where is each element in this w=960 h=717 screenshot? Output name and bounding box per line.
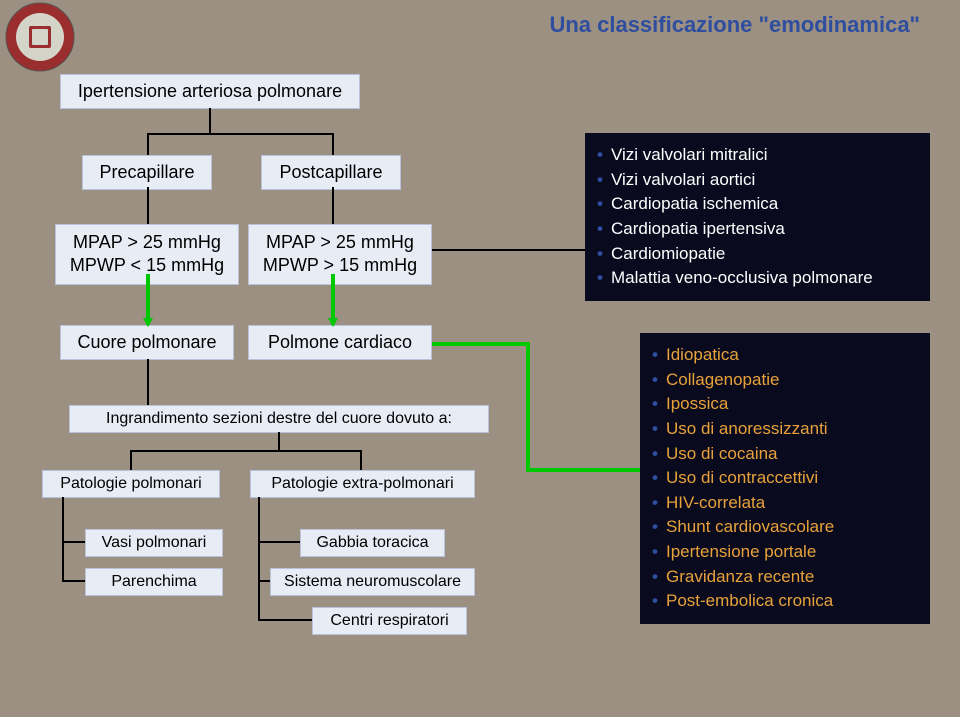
panel2-item: Uso di contraccettivi [652, 466, 918, 491]
box-patol-polm: Patologie polmonari [42, 470, 220, 498]
slide-title: Una classificazione "emodinamica" [549, 12, 920, 38]
conn [258, 497, 260, 620]
panel1-item: Malattia veno-occlusiva polmonare [597, 266, 918, 291]
box-parenchima: Parenchima [85, 568, 223, 596]
panel2-item: Uso di anoressizzanti [652, 417, 918, 442]
panel-precap-causes: IdiopaticaCollagenopatieIpossicaUso di a… [640, 333, 930, 624]
panel1-item: Cardiomiopatie [597, 242, 918, 267]
precap-line2: MPWP < 15 mmHg [70, 255, 224, 275]
panel1-item: Vizi valvolari mitralici [597, 143, 918, 168]
conn [130, 450, 362, 452]
conn [360, 450, 362, 470]
conn [332, 187, 334, 224]
panel2-item: Shunt cardiovascolare [652, 515, 918, 540]
panel2-item: Uso di cocaina [652, 442, 918, 467]
university-seal [5, 2, 75, 72]
panel1-item: Vizi valvolari aortici [597, 168, 918, 193]
box-gabbia: Gabbia toracica [300, 529, 445, 557]
box-sistema: Sistema neuromuscolare [270, 568, 475, 596]
postcap-line2: MPWP > 15 mmHg [263, 255, 417, 275]
box-root: Ipertensione arteriosa polmonare [60, 74, 360, 109]
panel2-list: IdiopaticaCollagenopatieIpossicaUso di a… [652, 343, 918, 614]
panel2-item: Gravidanza recente [652, 565, 918, 590]
conn [62, 497, 64, 581]
conn [278, 432, 280, 450]
box-precapillare: Precapillare [82, 155, 212, 190]
conn [147, 187, 149, 224]
conn [258, 541, 300, 543]
conn [432, 249, 585, 251]
panel2-item: Ipossica [652, 392, 918, 417]
conn [62, 580, 85, 582]
panel2-item: HIV-correlata [652, 491, 918, 516]
conn [147, 133, 334, 135]
box-cuore: Cuore polmonare [60, 325, 234, 360]
conn [258, 619, 312, 621]
panel2-item: Collagenopatie [652, 368, 918, 393]
conn [147, 133, 149, 155]
gconn [432, 342, 530, 346]
panel1-item: Cardiopatia ipertensiva [597, 217, 918, 242]
box-postcapillare: Postcapillare [261, 155, 401, 190]
box-vasi: Vasi polmonari [85, 529, 223, 557]
precap-line1: MPAP > 25 mmHg [73, 232, 221, 252]
panel2-item: Idiopatica [652, 343, 918, 368]
panel2-item: Ipertensione portale [652, 540, 918, 565]
panel-postcap-causes: Vizi valvolari mitraliciVizi valvolari a… [585, 133, 930, 301]
conn [258, 580, 270, 582]
postcap-line1: MPAP > 25 mmHg [266, 232, 414, 252]
conn [332, 133, 334, 155]
box-polmone: Polmone cardiaco [248, 325, 432, 360]
conn [130, 450, 132, 470]
panel2-item: Post-embolica cronica [652, 589, 918, 614]
box-patol-extra: Patologie extra-polmonari [250, 470, 475, 498]
box-ingrandimento: Ingrandimento sezioni destre del cuore d… [69, 405, 489, 433]
gconn [526, 468, 640, 472]
conn [147, 359, 149, 405]
arrow-down-icon [143, 318, 153, 327]
conn [62, 541, 85, 543]
box-centri: Centri respiratori [312, 607, 467, 635]
box-postcap-values: MPAP > 25 mmHg MPWP > 15 mmHg [248, 224, 432, 285]
panel1-item: Cardiopatia ischemica [597, 192, 918, 217]
panel1-list: Vizi valvolari mitraliciVizi valvolari a… [597, 143, 918, 291]
conn [209, 108, 211, 133]
gconn [526, 342, 530, 472]
arrow-down-icon [328, 318, 338, 327]
